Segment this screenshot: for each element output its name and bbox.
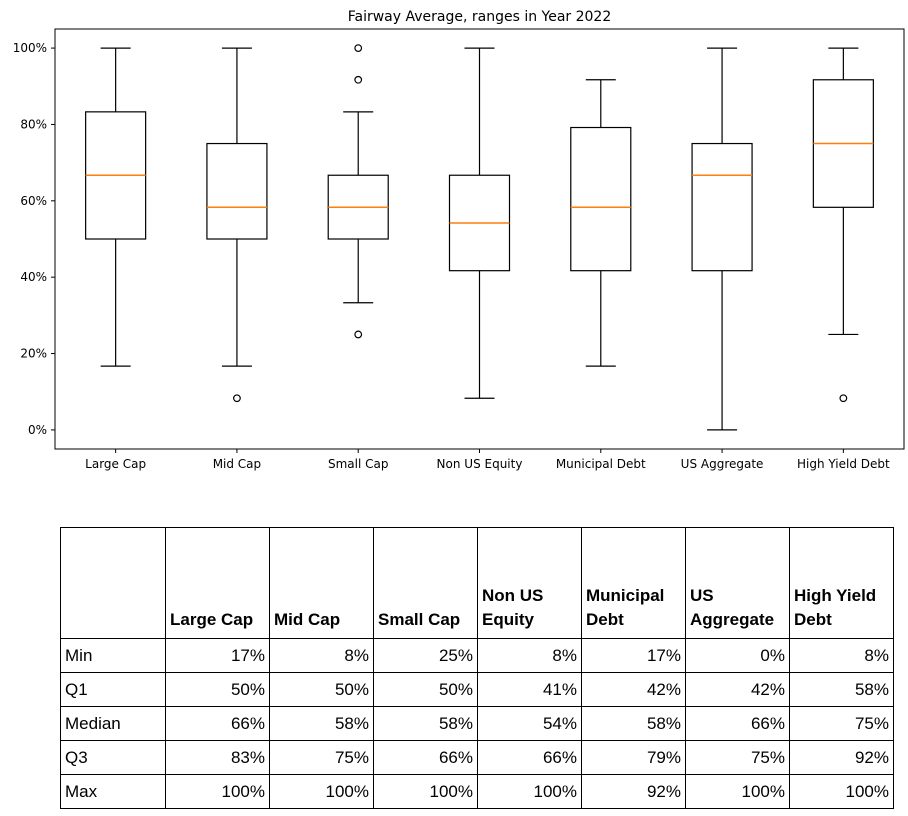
boxplot-chart: Fairway Average, ranges in Year 2022 0% 20… — [13, 9, 905, 471]
table-column-header: Municipal Debt — [581, 527, 686, 639]
table-cell: 25% — [373, 638, 478, 673]
outlier-point — [354, 330, 363, 339]
table-cell: 58% — [581, 706, 686, 741]
table-row: Median 66% 58% 58% 54% 58% 66% 75% — [60, 706, 894, 741]
table-column-header: Mid Cap — [269, 527, 374, 639]
row-label: Q1 — [60, 672, 166, 707]
table-cell: 100% — [269, 774, 374, 809]
box-iqr — [570, 126, 632, 272]
column-header-line: Small Cap — [378, 610, 461, 629]
row-label: Max — [60, 774, 166, 809]
table-cell: 75% — [269, 740, 374, 775]
chart-title: Fairway Average, ranges in Year 2022 — [348, 9, 612, 25]
table-column-header: Small Cap — [373, 527, 478, 639]
table-cell: 66% — [685, 706, 790, 741]
table-cell: 17% — [581, 638, 686, 673]
table-header-row: Large Cap Mid Cap Small Cap Non US Equity Mun… — [60, 527, 894, 639]
table-cell: 100% — [789, 774, 894, 809]
table-column-header: Large Cap — [165, 527, 270, 639]
table-cell: 17% — [165, 638, 270, 673]
x-tick-label: Large Cap — [85, 457, 146, 471]
table-corner-cell — [60, 527, 166, 639]
table-row: Min 17% 8% 25% 8% 17% 0% 8% — [60, 638, 894, 673]
table-column-header: US Aggregate — [685, 527, 790, 639]
table-cell: 92% — [789, 740, 894, 775]
x-tick-label: High Yield Debt — [797, 457, 890, 471]
y-tick-label: 40% — [20, 270, 47, 284]
x-tick-label: Mid Cap — [213, 457, 261, 471]
table-row: Q3 83% 75% 66% 66% 79% 75% 92% — [60, 740, 894, 775]
table-cell: 100% — [165, 774, 270, 809]
table-cell: 8% — [477, 638, 582, 673]
column-header-line: Aggregate — [690, 610, 775, 629]
table-column-header: Non US Equity — [477, 527, 582, 639]
table-cell: 100% — [373, 774, 478, 809]
table-body: Min 17% 8% 25% 8% 17% 0% 8% Q1 50% 50% 50% 41% 42% 42%… — [60, 638, 894, 809]
y-tick-label: 0% — [28, 423, 47, 437]
column-header-line: Debt — [794, 610, 832, 629]
table-cell: 50% — [373, 672, 478, 707]
stats-table: Large Cap Mid Cap Small Cap Non US Equity Mun… — [60, 527, 894, 809]
outlier-point — [839, 394, 848, 403]
column-header-line: Equity — [482, 610, 534, 629]
table-cell: 66% — [165, 706, 270, 741]
outlier-point — [354, 44, 363, 52]
table-cell: 50% — [165, 672, 270, 707]
table-cell: 58% — [373, 706, 478, 741]
table-cell: 79% — [581, 740, 686, 775]
table-cell: 50% — [269, 672, 374, 707]
table-row: Q1 50% 50% 50% 41% 42% 42% 58% — [60, 672, 894, 707]
table-cell: 0% — [685, 638, 790, 673]
table-cell: 8% — [269, 638, 374, 673]
column-header-line: Debt — [586, 610, 624, 629]
table-cell: 42% — [685, 672, 790, 707]
column-header-line: Large Cap — [170, 610, 254, 629]
y-tick-label: 20% — [20, 347, 47, 361]
table-cell: 75% — [685, 740, 790, 775]
table-cell: 100% — [685, 774, 790, 809]
table-cell: 92% — [581, 774, 686, 809]
table-cell: 100% — [477, 774, 582, 809]
table-column-header: High Yield Debt — [789, 527, 894, 639]
outlier-point — [233, 394, 241, 403]
row-label: Min — [60, 638, 166, 673]
column-header-line: Non US — [482, 586, 544, 605]
table-cell: 8% — [789, 638, 894, 673]
boxplot-svg: Fairway Average, ranges in Year 2022 0% 20… — [13, 9, 905, 471]
y-tick-label: 60% — [20, 194, 47, 208]
x-tick-label: US Aggregate — [681, 457, 764, 471]
x-tick-label: Municipal Debt — [556, 457, 646, 471]
table-cell: 83% — [165, 740, 270, 775]
x-tick-label: Non US Equity — [437, 457, 523, 471]
table-cell: 66% — [477, 740, 582, 775]
table-cell: 75% — [789, 706, 894, 741]
y-tick-label: 80% — [20, 117, 47, 131]
y-tick-label: 100% — [13, 41, 47, 55]
outlier-point — [354, 75, 363, 84]
table-cell: 58% — [789, 672, 894, 707]
column-header-line: Mid Cap — [274, 610, 341, 629]
table-cell: 42% — [581, 672, 686, 707]
table-cell: 66% — [373, 740, 478, 775]
box-iqr — [691, 142, 753, 272]
table-cell: 58% — [269, 706, 374, 741]
column-header-line: US — [690, 586, 714, 605]
column-header-line: High Yield — [794, 586, 877, 605]
box-iqr — [206, 142, 268, 240]
table-row: Max 100% 100% 100% 100% 92% 100% 100% — [60, 774, 894, 809]
x-tick-label: Small Cap — [328, 457, 389, 471]
column-header-line: Municipal — [586, 586, 665, 605]
table-cell: 41% — [477, 672, 582, 707]
table-cell: 54% — [477, 706, 582, 741]
row-label: Q3 — [60, 740, 166, 775]
row-label: Median — [60, 706, 166, 741]
plot-frame — [54, 28, 905, 450]
